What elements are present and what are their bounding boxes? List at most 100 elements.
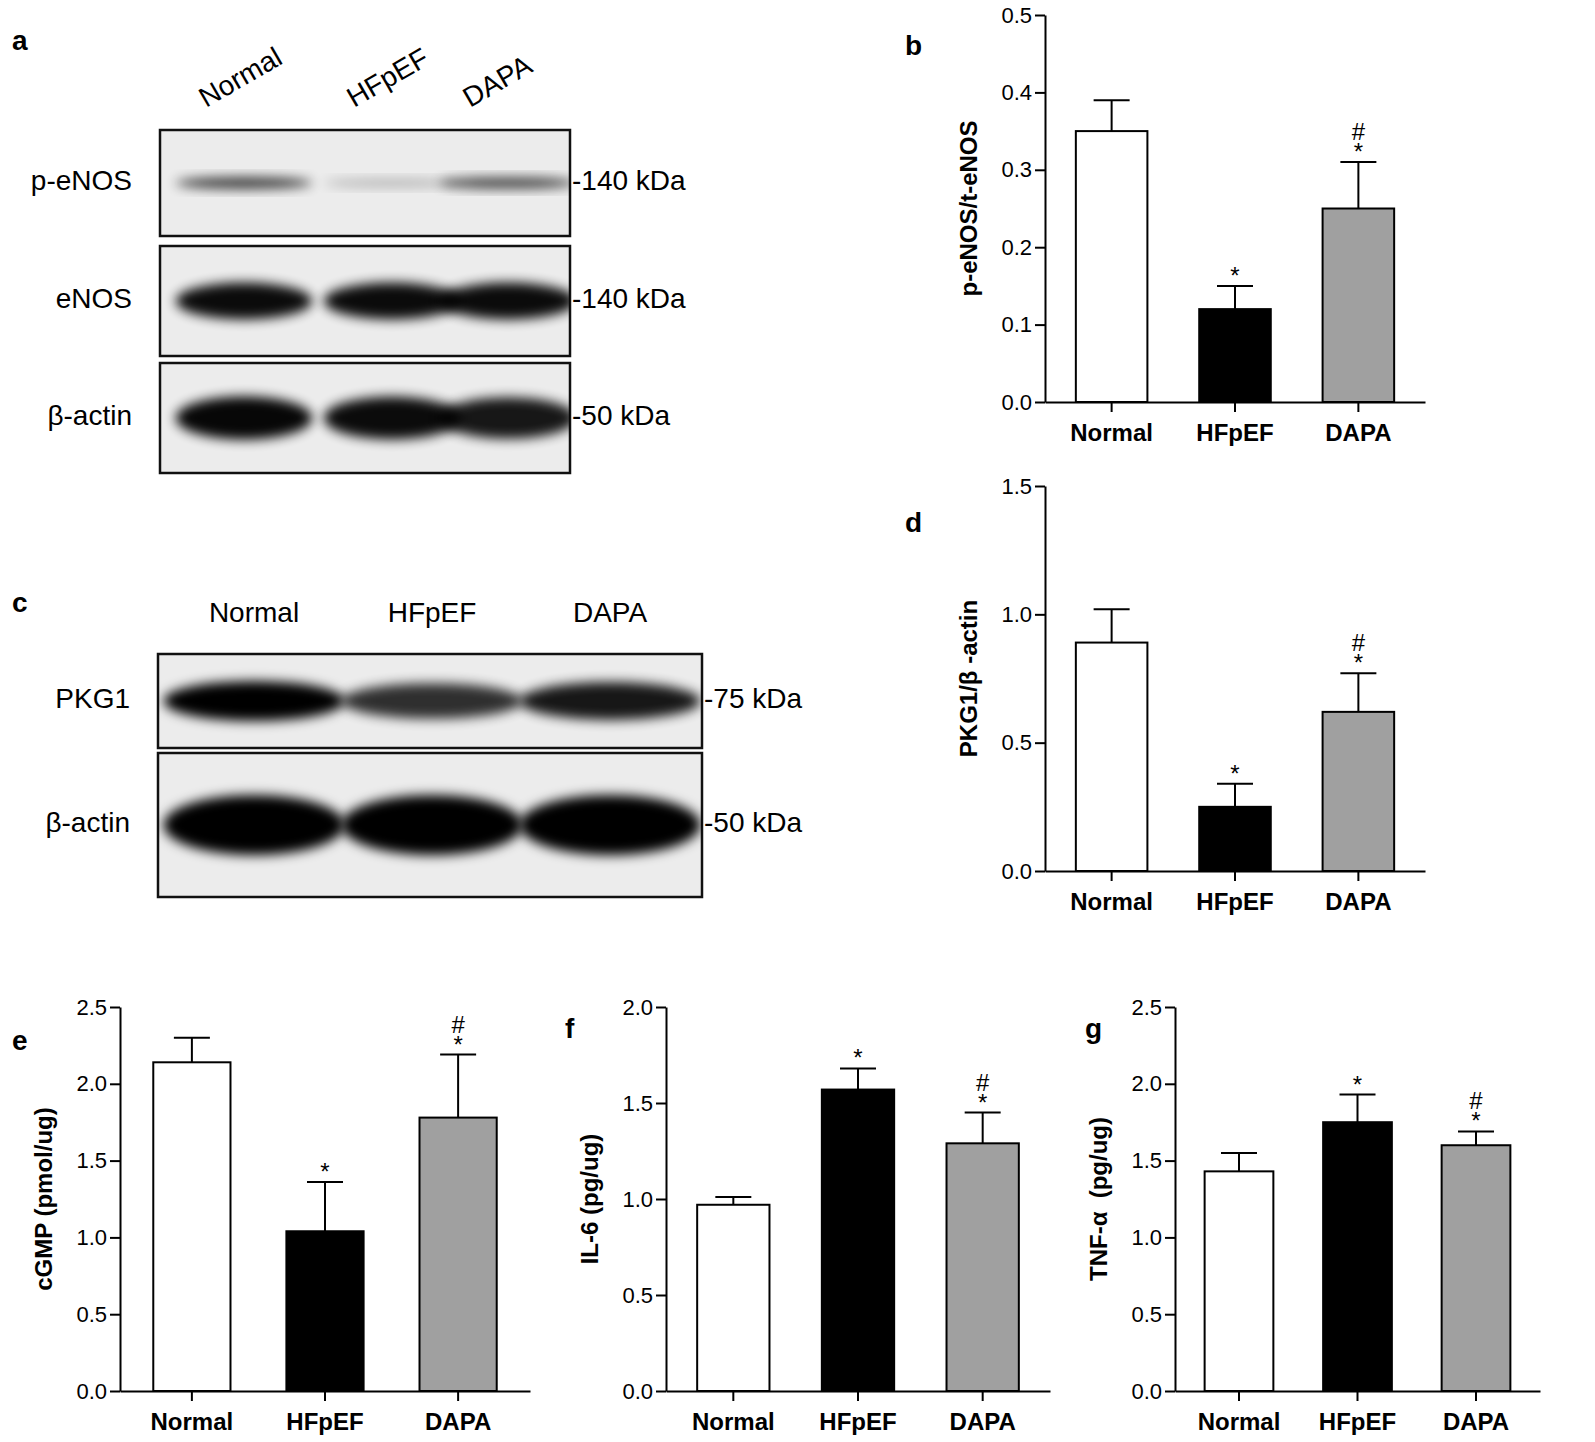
x-tick-mark — [1111, 871, 1113, 881]
error-cap — [1094, 608, 1130, 610]
error-cap — [1094, 99, 1130, 101]
y-tick-mark — [1165, 1391, 1175, 1393]
y-tick: 0.1 — [1001, 312, 1045, 337]
row-label: eNOS — [56, 283, 132, 314]
blot-band — [176, 283, 313, 320]
x-tick-label: DAPA — [950, 1408, 1016, 1435]
blot-band — [176, 177, 313, 189]
y-tick-mark — [1165, 1314, 1175, 1316]
x-tick-label: DAPA — [1443, 1408, 1509, 1435]
x-tick-mark — [191, 1391, 193, 1401]
y-tick: 0.2 — [1001, 235, 1045, 260]
y-axis: 0.00.51.01.52.0 — [622, 995, 666, 1404]
panel-letter: d — [905, 507, 922, 538]
panel-1: b0.00.10.20.30.40.5NormalHFpEFDAPAp-eNOS… — [905, 3, 1426, 447]
y-tick: 0.3 — [1001, 157, 1045, 182]
y-axis-title: p-eNOS/t-eNOS — [955, 120, 982, 296]
error-bar — [1234, 784, 1236, 807]
x-tick: HFpEF — [1319, 1391, 1396, 1435]
lane-label: DAPA — [573, 597, 647, 628]
y-tick-mark — [1035, 402, 1045, 404]
x-tick-label: Normal — [1198, 1408, 1281, 1435]
error-bar — [1357, 1095, 1359, 1123]
lane-label: HFpEF — [342, 42, 434, 113]
y-tick-label: 1.5 — [76, 1148, 107, 1173]
x-tick: HFpEF — [1196, 402, 1273, 446]
y-tick: 0.0 — [1001, 859, 1045, 884]
y-tick-mark — [656, 1199, 666, 1201]
x-tick-label: DAPA — [1325, 419, 1391, 446]
y-tick: 2.0 — [76, 1071, 120, 1096]
x-tick-mark — [857, 1391, 859, 1401]
error-bar — [324, 1182, 326, 1231]
error-bar — [1357, 162, 1359, 208]
y-axis-title: cGMP (pmol/ug) — [30, 1107, 57, 1291]
error-bar — [1111, 609, 1113, 642]
x-axis: Normal HFpEF DAPA — [1176, 1391, 1541, 1435]
y-tick-mark — [1165, 1083, 1175, 1085]
x-tick: HFpEF — [819, 1391, 896, 1435]
plot-area — [1205, 1095, 1511, 1391]
x-tick-label: HFpEF — [1196, 419, 1273, 446]
x-tick-label: HFpEF — [1196, 888, 1273, 915]
bar — [1323, 209, 1395, 403]
y-axis-line — [1045, 16, 1047, 403]
y-tick: 0.5 — [1131, 1302, 1175, 1327]
y-tick: 0.0 — [1131, 1379, 1175, 1404]
x-tick-label: DAPA — [1325, 888, 1391, 915]
y-tick: 2.0 — [622, 995, 666, 1020]
x-tick-label: Normal — [1070, 888, 1153, 915]
x-tick-mark — [324, 1391, 326, 1401]
panel-2: cNormalHFpEFDAPAPKG1-75 kDaβ-actin-50 kD… — [12, 587, 802, 897]
y-tick-mark — [1035, 486, 1045, 488]
y-tick-label: 1.0 — [622, 1187, 653, 1212]
x-tick-mark — [1475, 1391, 1477, 1401]
y-tick-mark — [656, 1295, 666, 1297]
x-tick-mark — [457, 1391, 459, 1401]
y-tick-mark — [656, 1007, 666, 1009]
y-tick-label: 0.3 — [1001, 157, 1032, 182]
y-tick-mark — [1035, 614, 1045, 616]
bar — [1076, 643, 1148, 871]
row-label: β-actin — [47, 400, 132, 431]
significance-mark: # — [451, 1011, 465, 1038]
panel-5: f0.00.51.01.52.0NormalHFpEFDAPAIL-6 (pg/… — [565, 995, 1051, 1436]
y-tick-mark — [1165, 1160, 1175, 1162]
bar — [1076, 131, 1148, 402]
y-tick: 0.5 — [1001, 3, 1045, 28]
blot-band — [440, 177, 570, 189]
x-axis: Normal HFpEF DAPA — [1046, 871, 1426, 915]
y-axis: 0.00.51.01.5 — [1001, 474, 1045, 884]
y-tick-label: 0.0 — [1131, 1379, 1162, 1404]
significance-mark: # — [1352, 118, 1366, 145]
x-tick-mark — [1238, 1391, 1240, 1401]
y-tick-mark — [110, 1237, 120, 1239]
y-tick-label: 0.5 — [1131, 1302, 1162, 1327]
x-tick: Normal — [1070, 402, 1153, 446]
x-tick-mark — [1111, 402, 1113, 412]
error-bar — [732, 1197, 734, 1205]
significance-mark: * — [320, 1158, 329, 1185]
bar — [1205, 1171, 1274, 1391]
x-tick-label: Normal — [1070, 419, 1153, 446]
x-tick: HFpEF — [1196, 871, 1273, 915]
y-axis-line — [1045, 487, 1047, 872]
y-tick-mark — [656, 1391, 666, 1393]
y-tick-mark — [1165, 1007, 1175, 1009]
size-label: -50 kDa — [572, 400, 670, 431]
panel-letter: c — [12, 587, 28, 618]
y-tick-label: 0.0 — [622, 1379, 653, 1404]
y-tick-label: 0.1 — [1001, 312, 1032, 337]
y-tick: 0.5 — [1001, 730, 1045, 755]
y-tick-mark — [1035, 324, 1045, 326]
y-tick-label: 0.2 — [1001, 235, 1032, 260]
y-tick-mark — [110, 1314, 120, 1316]
y-tick-mark — [1035, 742, 1045, 744]
bar — [697, 1205, 769, 1391]
x-axis: NormalHFpEFDAPA — [121, 1391, 531, 1435]
blot-band — [341, 795, 522, 855]
blot-frame — [158, 654, 702, 748]
y-tick: 1.5 — [622, 1091, 666, 1116]
panel-6: g0.00.51.01.52.02.5NormalHFpEFDAPATNF-α … — [1085, 995, 1541, 1436]
error-bar — [1357, 673, 1359, 712]
